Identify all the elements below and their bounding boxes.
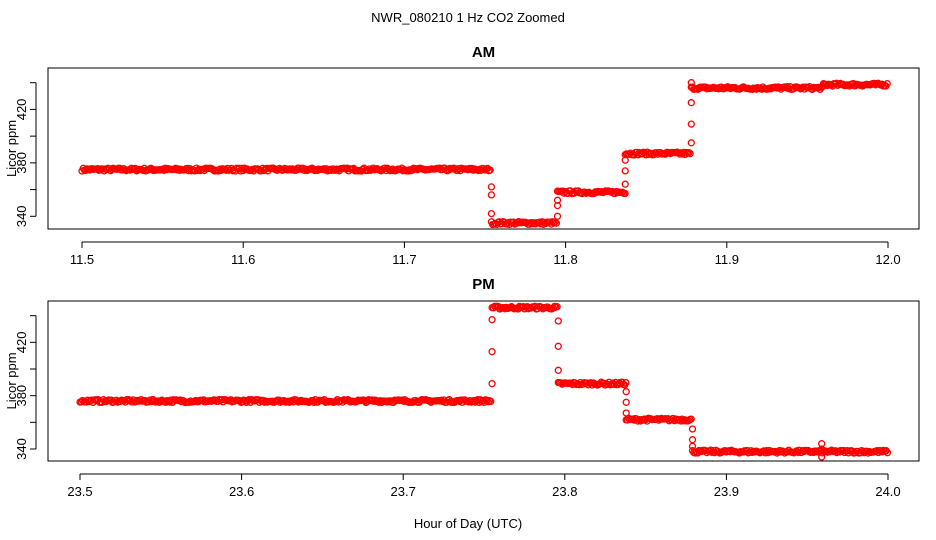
data-point bbox=[376, 397, 384, 405]
data-point bbox=[622, 379, 630, 387]
data-point bbox=[818, 440, 826, 448]
data-point bbox=[487, 397, 495, 406]
data-point bbox=[622, 388, 630, 396]
plot-frame bbox=[47, 67, 920, 230]
data-point bbox=[553, 303, 561, 311]
x-tick-label: 23.5 bbox=[67, 484, 92, 499]
data-point bbox=[621, 167, 629, 175]
y-tick-label: 420 bbox=[14, 331, 29, 353]
x-tick-label: 23.8 bbox=[552, 484, 577, 499]
data-point bbox=[136, 397, 144, 405]
data-point bbox=[300, 166, 308, 175]
data-point bbox=[625, 150, 633, 159]
data-point bbox=[679, 417, 688, 425]
data-point bbox=[185, 398, 193, 406]
data-point bbox=[550, 219, 558, 227]
y-tick-label: 420 bbox=[14, 99, 29, 121]
x-tick-label: 12.0 bbox=[875, 252, 900, 267]
data-point bbox=[553, 201, 562, 210]
data-point bbox=[870, 79, 878, 88]
data-point bbox=[822, 80, 830, 89]
data-point bbox=[621, 180, 629, 188]
data-point bbox=[688, 442, 697, 450]
y-tick-label: 380 bbox=[14, 385, 29, 407]
y-tick-label: 380 bbox=[14, 152, 29, 174]
data-point bbox=[688, 425, 697, 433]
data-point bbox=[883, 80, 891, 88]
x-tick-label: 11.5 bbox=[70, 252, 94, 267]
data-point bbox=[487, 191, 496, 199]
data-point bbox=[687, 99, 695, 107]
data-point bbox=[552, 219, 561, 227]
am-panel: AM 11.5 11.6 11.7 11.8 11.9 12.0 340 380 420Licor… bbox=[4, 44, 920, 267]
data-point bbox=[553, 196, 562, 204]
data-point bbox=[883, 449, 892, 457]
x-tick-label: 11.7 bbox=[392, 252, 416, 267]
data-point bbox=[676, 150, 684, 158]
data-point bbox=[746, 448, 754, 457]
data-point bbox=[818, 453, 826, 461]
data-point bbox=[554, 342, 562, 350]
x-tick-label: 23.7 bbox=[391, 484, 416, 499]
data-point bbox=[161, 164, 169, 172]
data-points bbox=[76, 302, 892, 461]
data-point bbox=[257, 396, 265, 404]
data-point bbox=[175, 166, 184, 174]
y-tick-label: 340 bbox=[14, 438, 29, 460]
x-tick-label: 24.0 bbox=[875, 484, 900, 499]
data-point bbox=[688, 436, 697, 444]
data-point bbox=[687, 120, 695, 128]
data-point bbox=[622, 398, 630, 406]
data-point bbox=[548, 218, 557, 226]
data-point bbox=[621, 156, 629, 164]
figure-title: NWR_080210 1 Hz CO2 Zoomed bbox=[371, 10, 565, 25]
y-axis-label: Licor ppm bbox=[4, 120, 19, 177]
plot-frame bbox=[47, 300, 920, 462]
data-point bbox=[685, 148, 693, 157]
data-point bbox=[535, 218, 544, 226]
x-tick-label: 11.9 bbox=[715, 252, 739, 267]
data-point bbox=[554, 366, 562, 374]
x-tick-label: 23.6 bbox=[229, 484, 254, 499]
data-point bbox=[487, 183, 496, 191]
data-point bbox=[687, 79, 695, 87]
data-point bbox=[486, 166, 494, 174]
data-point bbox=[77, 398, 85, 406]
x-tick-label: 11.8 bbox=[553, 252, 577, 267]
data-point bbox=[488, 316, 496, 324]
data-point bbox=[687, 415, 695, 423]
x-tick-label: 11.6 bbox=[231, 252, 255, 267]
data-point bbox=[387, 166, 396, 175]
data-point bbox=[483, 396, 491, 405]
data-point bbox=[554, 317, 562, 325]
y-tick-label: 340 bbox=[14, 205, 29, 227]
data-point bbox=[634, 417, 642, 425]
data-point bbox=[488, 348, 496, 356]
data-point bbox=[622, 409, 630, 417]
data-point bbox=[553, 212, 562, 220]
data-point bbox=[484, 398, 492, 406]
data-point bbox=[287, 166, 295, 174]
data-point bbox=[818, 445, 826, 453]
panel-title: AM bbox=[472, 44, 495, 61]
data-point bbox=[216, 165, 224, 173]
data-point bbox=[674, 149, 683, 157]
data-point bbox=[488, 380, 496, 388]
data-point bbox=[687, 139, 695, 147]
pm-panel: PM 23.5 23.6 23.7 23.8 23.9 24.0 340 380 420Licor… bbox=[4, 276, 920, 499]
figure-xlabel: Hour of Day (UTC) bbox=[414, 516, 522, 531]
data-point bbox=[284, 397, 292, 405]
data-point bbox=[368, 396, 377, 404]
x-tick-label: 23.9 bbox=[714, 484, 739, 499]
data-point bbox=[878, 448, 886, 456]
data-points bbox=[78, 79, 891, 229]
data-point bbox=[621, 189, 629, 198]
panel-title: PM bbox=[472, 276, 495, 293]
data-point bbox=[686, 149, 694, 158]
data-point bbox=[774, 448, 782, 456]
y-axis-label: Licor ppm bbox=[4, 352, 19, 409]
data-point bbox=[487, 209, 496, 218]
data-point bbox=[465, 164, 474, 173]
